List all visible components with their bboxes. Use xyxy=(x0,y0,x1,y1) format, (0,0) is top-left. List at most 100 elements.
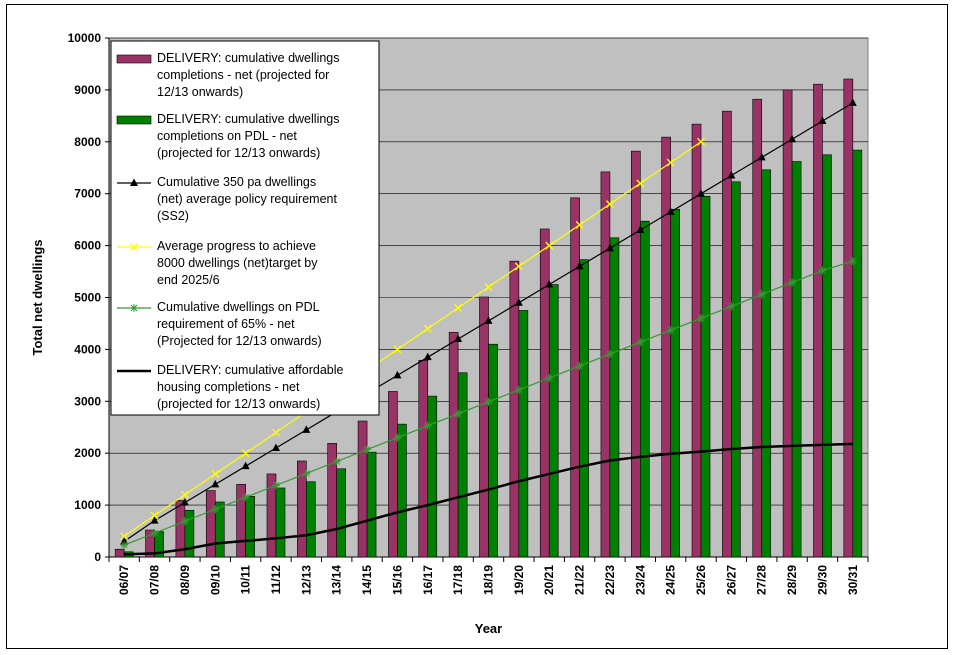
point-marker xyxy=(666,158,675,167)
legend: DELIVERY: cumulative dwellings completion… xyxy=(110,40,380,416)
x-tick-label: 16/17 xyxy=(421,565,435,595)
legend-item: DELIVERY: cumulative dwellings completion… xyxy=(116,112,340,160)
x-tick-label: 15/16 xyxy=(390,565,404,595)
bar xyxy=(388,391,398,558)
point-marker xyxy=(120,541,129,550)
bar xyxy=(852,149,863,558)
point-marker xyxy=(130,178,138,186)
bar xyxy=(306,481,316,558)
legend-label: DELIVERY: cumulative dwellings xyxy=(157,51,340,65)
point-marker xyxy=(454,409,463,418)
x-tick-label: 14/15 xyxy=(360,565,374,595)
chart-frame xyxy=(6,4,948,649)
bar xyxy=(518,310,529,558)
x-tick-label: 20/21 xyxy=(542,565,556,595)
x-tick-label: 26/27 xyxy=(724,565,738,595)
bar xyxy=(114,548,125,558)
legend-label: (SS2) xyxy=(157,209,189,223)
x-tick-label: 19/20 xyxy=(512,565,526,595)
y-tick-label: 10000 xyxy=(68,31,102,45)
x-tick-label: 07/08 xyxy=(148,565,162,595)
legend-label: Cumulative 350 pa dwellings xyxy=(157,175,316,189)
legend-swatch xyxy=(116,115,152,125)
bar xyxy=(488,343,498,558)
point-marker xyxy=(211,505,220,514)
x-tick-label: 09/10 xyxy=(208,565,222,595)
bar xyxy=(336,468,347,558)
point-marker xyxy=(302,425,311,433)
point-marker xyxy=(818,266,827,275)
point-marker xyxy=(757,290,766,299)
legend-label: DELIVERY: cumulative dwellings xyxy=(157,112,340,126)
point-marker xyxy=(393,433,402,442)
bar xyxy=(700,195,711,558)
x-axis-title: Year xyxy=(475,621,502,636)
point-marker xyxy=(545,373,554,382)
point-marker xyxy=(636,225,645,234)
point-marker xyxy=(393,345,402,354)
point-marker xyxy=(130,243,138,251)
series-line xyxy=(124,442,853,556)
bar xyxy=(691,123,702,558)
bar xyxy=(670,208,680,558)
point-marker xyxy=(484,316,493,324)
point-marker xyxy=(180,490,189,499)
point-marker xyxy=(666,207,675,215)
point-marker xyxy=(423,352,432,361)
legend-label: Cumulative dwellings on PDL xyxy=(157,300,320,314)
point-marker xyxy=(666,326,675,335)
x-tick-label: 22/23 xyxy=(603,565,617,595)
legend-label: completions - net (projected for xyxy=(157,68,329,82)
point-marker xyxy=(150,516,159,524)
point-marker xyxy=(727,171,736,179)
x-tick-label: 06/07 xyxy=(117,565,131,595)
x-tick-label: 29/30 xyxy=(815,565,829,595)
point-marker xyxy=(454,334,463,343)
bar xyxy=(752,98,763,558)
bar xyxy=(427,395,438,558)
y-tick-label: 0 xyxy=(94,550,101,564)
legend-item: Cumulative 350 pa dwellings (net) average… xyxy=(117,175,337,223)
point-marker xyxy=(393,370,402,379)
y-tick-label: 6000 xyxy=(74,239,101,253)
bar xyxy=(418,359,429,558)
legend-swatch xyxy=(116,54,152,64)
x-tick-label: 08/09 xyxy=(178,565,192,595)
x-tick-label: 23/24 xyxy=(633,565,647,595)
point-marker xyxy=(332,457,341,466)
point-marker xyxy=(241,449,250,458)
point-marker xyxy=(241,493,250,502)
x-tick-label: 30/31 xyxy=(846,565,860,595)
bar xyxy=(479,296,489,558)
legend-label: (projected for 12/13 onwards) xyxy=(157,397,320,411)
point-marker xyxy=(848,257,857,266)
point-marker xyxy=(423,324,432,333)
legend-label: housing completions - net xyxy=(157,380,300,394)
y-tick-label: 3000 xyxy=(74,394,101,408)
point-marker xyxy=(514,262,523,271)
series-line xyxy=(123,141,702,537)
point-marker xyxy=(514,298,523,306)
point-marker xyxy=(271,443,280,452)
bar xyxy=(782,89,793,558)
y-tick-label: 2000 xyxy=(74,446,101,460)
legend-label: Average progress to achieve xyxy=(157,239,316,253)
point-marker xyxy=(697,189,706,197)
bar xyxy=(548,284,559,558)
bar xyxy=(245,495,255,558)
bar xyxy=(184,509,195,558)
line-series-4 xyxy=(124,442,853,556)
legend-label: 12/13 onwards) xyxy=(157,85,243,99)
bar xyxy=(813,83,823,558)
legend-label: completions on PDL - net xyxy=(157,129,297,143)
point-marker xyxy=(545,280,554,288)
point-marker xyxy=(271,428,280,437)
legend-box xyxy=(110,40,380,416)
point-marker xyxy=(454,303,463,312)
legend-label: DELIVERY: cumulative affordable xyxy=(157,363,343,377)
legend-label: requirement of 65% - net xyxy=(157,317,295,331)
point-marker xyxy=(788,278,797,287)
point-marker xyxy=(180,498,189,506)
x-tick-label: 28/29 xyxy=(785,565,799,595)
